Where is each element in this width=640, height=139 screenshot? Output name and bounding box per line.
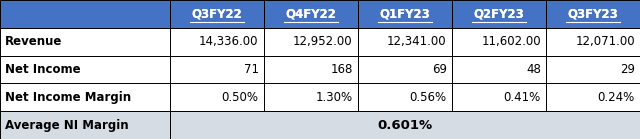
- Text: Q4FY22: Q4FY22: [285, 7, 336, 20]
- Bar: [546, 0, 640, 28]
- Bar: [0, 111, 170, 139]
- Text: 71: 71: [244, 63, 259, 76]
- Text: Revenue: Revenue: [5, 35, 63, 48]
- Bar: [358, 28, 452, 56]
- Bar: [452, 0, 546, 28]
- Bar: [358, 83, 452, 111]
- Text: Q2FY23: Q2FY23: [474, 7, 524, 20]
- Text: 14,336.00: 14,336.00: [199, 35, 259, 48]
- Bar: [170, 56, 264, 83]
- Text: 168: 168: [330, 63, 353, 76]
- Bar: [0, 0, 170, 28]
- Text: 0.601%: 0.601%: [377, 119, 433, 132]
- Text: Net Income Margin: Net Income Margin: [5, 91, 131, 104]
- Text: Q3FY22: Q3FY22: [191, 7, 242, 20]
- Text: Q2FY23: Q2FY23: [474, 7, 524, 20]
- Text: 12,952.00: 12,952.00: [293, 35, 353, 48]
- Bar: [170, 83, 264, 111]
- Bar: [170, 111, 640, 139]
- Text: 0.50%: 0.50%: [221, 91, 259, 104]
- Bar: [0, 83, 170, 111]
- Text: Q1FY23: Q1FY23: [380, 7, 430, 20]
- Bar: [452, 56, 546, 83]
- Text: 1.30%: 1.30%: [316, 91, 353, 104]
- Bar: [546, 28, 640, 56]
- Bar: [358, 0, 452, 28]
- Text: 12,341.00: 12,341.00: [387, 35, 447, 48]
- Text: Average NI Margin: Average NI Margin: [5, 119, 129, 132]
- Bar: [546, 83, 640, 111]
- Text: 48: 48: [526, 63, 541, 76]
- Text: 0.56%: 0.56%: [410, 91, 447, 104]
- Text: Q1FY23: Q1FY23: [380, 7, 430, 20]
- Text: Q3FY23: Q3FY23: [568, 7, 618, 20]
- Bar: [452, 28, 546, 56]
- Bar: [264, 28, 358, 56]
- Text: 0.41%: 0.41%: [504, 91, 541, 104]
- Bar: [170, 28, 264, 56]
- Text: Q3FY22: Q3FY22: [191, 7, 242, 20]
- Text: 29: 29: [620, 63, 635, 76]
- Bar: [546, 56, 640, 83]
- Bar: [0, 56, 170, 83]
- Text: 0.24%: 0.24%: [598, 91, 635, 104]
- Bar: [358, 56, 452, 83]
- Text: 12,071.00: 12,071.00: [575, 35, 635, 48]
- Bar: [264, 83, 358, 111]
- Text: Net Income: Net Income: [5, 63, 81, 76]
- Text: 11,602.00: 11,602.00: [481, 35, 541, 48]
- Text: Q4FY22: Q4FY22: [285, 7, 336, 20]
- Bar: [452, 83, 546, 111]
- Bar: [264, 56, 358, 83]
- Bar: [170, 0, 264, 28]
- Bar: [264, 0, 358, 28]
- Text: 69: 69: [432, 63, 447, 76]
- Text: Q3FY23: Q3FY23: [568, 7, 618, 20]
- Bar: [0, 28, 170, 56]
